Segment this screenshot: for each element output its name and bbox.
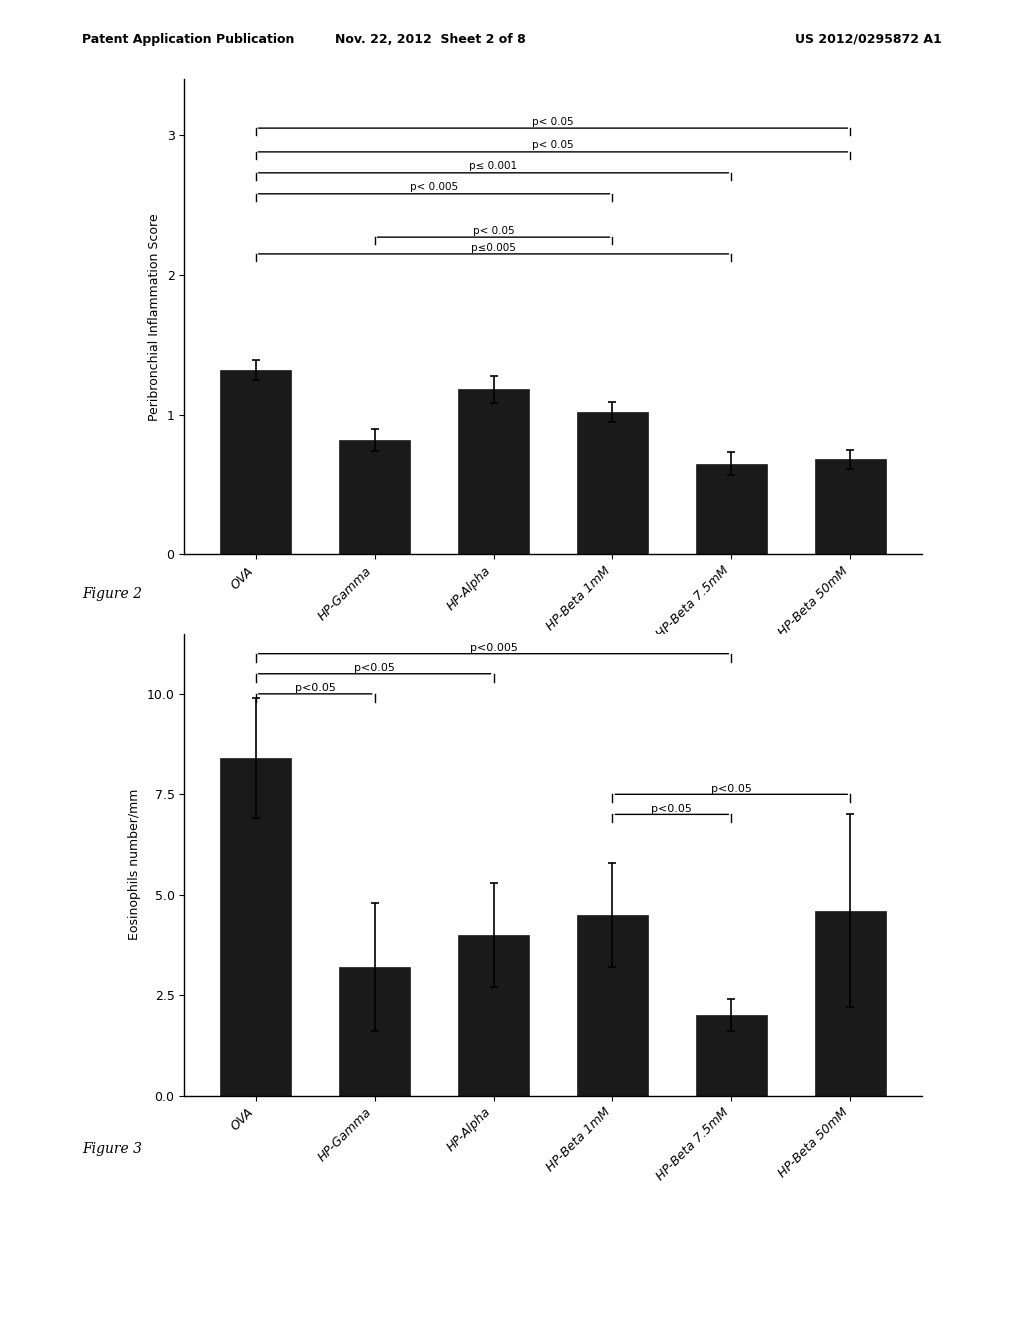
Text: p≤ 0.001: p≤ 0.001	[469, 161, 517, 172]
Bar	[577, 915, 648, 1096]
Bar	[220, 758, 292, 1096]
Bar	[577, 412, 648, 554]
Text: p<0.05: p<0.05	[354, 664, 395, 673]
Text: p< 0.05: p< 0.05	[473, 226, 514, 236]
Bar	[339, 440, 411, 554]
Bar	[458, 389, 529, 554]
Text: p<0.05: p<0.05	[295, 684, 336, 693]
Text: Figure 3: Figure 3	[82, 1142, 142, 1156]
Bar	[695, 1015, 767, 1096]
Y-axis label: Eosinophils number/mm: Eosinophils number/mm	[128, 789, 141, 940]
Bar	[458, 935, 529, 1096]
Text: US 2012/0295872 A1: US 2012/0295872 A1	[796, 33, 942, 46]
Bar	[814, 911, 886, 1096]
Text: Figure 2: Figure 2	[82, 587, 142, 602]
Bar	[814, 459, 886, 554]
Text: p<0.005: p<0.005	[470, 643, 517, 653]
Bar	[339, 968, 411, 1096]
Bar	[695, 463, 767, 554]
Text: Nov. 22, 2012  Sheet 2 of 8: Nov. 22, 2012 Sheet 2 of 8	[335, 33, 525, 46]
Text: p<0.05: p<0.05	[711, 784, 752, 793]
Y-axis label: Peribronchial Inflammation Score: Peribronchial Inflammation Score	[148, 213, 161, 421]
Text: p≤0.005: p≤0.005	[471, 243, 516, 252]
Text: p< 0.05: p< 0.05	[532, 116, 573, 127]
Text: p<0.05: p<0.05	[651, 804, 692, 814]
Text: Patent Application Publication: Patent Application Publication	[82, 33, 294, 46]
Text: p< 0.005: p< 0.005	[410, 182, 458, 193]
Text: p< 0.05: p< 0.05	[532, 140, 573, 150]
Bar	[220, 370, 292, 554]
